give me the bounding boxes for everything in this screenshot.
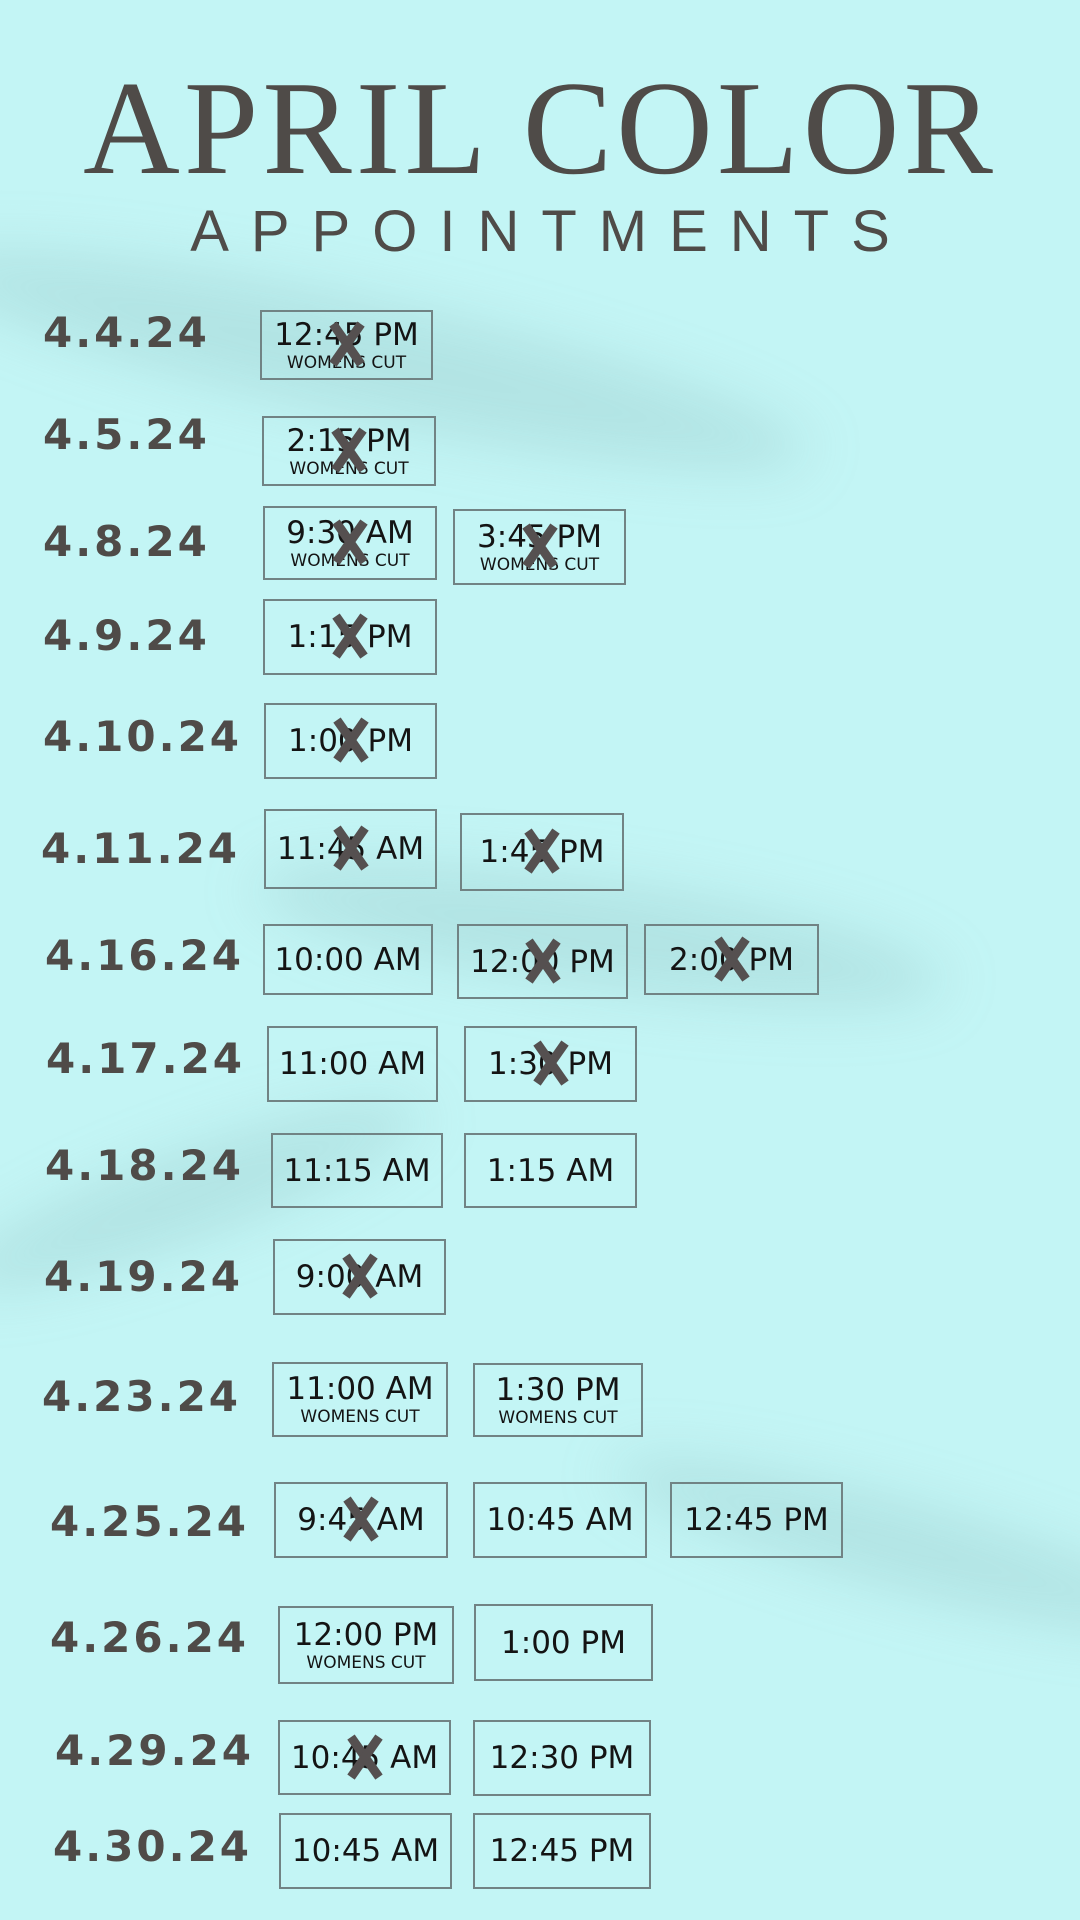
slot-time: 1:15 PM [287,619,413,655]
time-slot-booked[interactable]: 1:00 PM [264,703,437,779]
slot-time: 2:00 PM [669,941,794,978]
appointment-date: 4.8.24 [43,517,210,566]
appointment-date: 4.16.24 [45,931,245,980]
slot-time: 12:45 PM [274,316,419,353]
time-slot-available[interactable]: 1:15 AM [464,1133,637,1208]
time-slot-available[interactable]: 12:30 PM [473,1720,651,1796]
time-slot-booked[interactable]: 11:45 AM [264,809,437,889]
time-slot-booked[interactable]: 1:45 PM [460,813,624,891]
time-slot-available[interactable]: 11:15 AM [271,1133,443,1208]
slot-time: 10:45 AM [290,1739,439,1776]
time-slot-available[interactable]: 1:00 PM [474,1604,653,1681]
time-slot-available[interactable]: 1:30 PM WOMENS CUT [473,1363,643,1437]
slot-time: 11:00 AM [286,1371,434,1407]
slot-service: WOMENS CUT [306,1652,426,1673]
appointment-date: 4.19.24 [44,1252,244,1301]
slot-time: 10:00 AM [274,941,422,978]
appointment-date: 4.30.24 [53,1822,253,1871]
time-slot-available[interactable]: 11:00 AM WOMENS CUT [272,1362,448,1437]
slot-time: 2:15 PM [286,422,412,459]
time-slot-available[interactable]: 12:45 PM [473,1813,651,1889]
appointment-date: 4.9.24 [43,611,210,660]
slot-time: 1:30 PM [495,1371,621,1408]
time-slot-booked[interactable]: 1:30 PM [464,1026,637,1102]
appointment-date: 4.26.24 [50,1613,250,1662]
slot-time: 12:45 PM [489,1833,635,1869]
slot-time: 3:45 PM [477,518,602,555]
time-slot-booked[interactable]: 9:45 AM [274,1482,448,1558]
time-slot-available[interactable]: 11:00 AM [267,1026,438,1102]
slot-time: 1:00 PM [288,723,413,759]
slot-service: WOMENS CUT [286,352,407,373]
slot-service: WOMENS CUT [300,1407,420,1427]
slot-time: 11:45 AM [276,831,425,867]
slot-time: 12:00 PM [293,1616,439,1653]
time-slot-booked[interactable]: 9:30 AM WOMENS CUT [263,506,437,580]
page-title: APRIL COLOR [83,54,997,202]
time-slot-booked[interactable]: 3:45 PM WOMENS CUT [453,509,626,585]
slot-time: 10:45 AM [291,1833,440,1869]
appointment-date: 4.5.24 [43,410,210,459]
slot-service: WOMENS CUT [290,550,410,571]
slot-time: 9:00 AM [295,1259,424,1295]
time-slot-booked[interactable]: 9:00 AM [273,1239,446,1315]
slot-service: WOMENS CUT [289,458,409,479]
slot-time: 10:45 AM [486,1502,634,1538]
slot-time: 12:45 PM [684,1502,829,1538]
slot-time: 1:45 PM [479,834,605,870]
time-slot-available[interactable]: 12:00 PM WOMENS CUT [278,1606,454,1684]
slot-time: 11:00 AM [278,1046,427,1082]
appointment-date: 4.23.24 [42,1372,242,1421]
slot-service: WOMENS CUT [479,554,600,575]
appointment-date: 4.25.24 [50,1497,250,1546]
slot-time: 12:00 PM [470,943,615,980]
page-subtitle: APPOINTMENTS [190,199,912,264]
appointment-date: 4.17.24 [46,1034,246,1083]
slot-time: 9:45 AM [297,1502,425,1538]
time-slot-booked[interactable]: 10:45 AM [278,1720,451,1795]
time-slot-booked[interactable]: 2:15 PM WOMENS CUT [262,416,436,486]
appointment-date: 4.4.24 [43,308,210,357]
time-slot-available[interactable]: 10:45 AM [279,1813,452,1889]
appointment-date: 4.11.24 [41,824,241,873]
time-slot-available[interactable]: 12:45 PM [670,1482,843,1558]
time-slot-booked[interactable]: 12:00 PM [457,924,628,999]
slot-time: 9:30 AM [286,514,414,551]
time-slot-booked[interactable]: 2:00 PM [644,924,819,995]
slot-time: 1:15 AM [486,1152,615,1189]
appointment-date: 4.18.24 [45,1141,245,1190]
slot-time: 1:00 PM [501,1624,626,1661]
slot-time: 1:30 PM [488,1046,613,1082]
time-slot-available[interactable]: 10:00 AM [263,924,433,995]
appointment-date: 4.10.24 [43,712,243,761]
slot-service: WOMENS CUT [498,1407,618,1428]
time-slot-booked[interactable]: 12:45 PM WOMENS CUT [260,310,433,380]
appointment-date: 4.29.24 [55,1726,255,1775]
slot-time: 12:30 PM [489,1740,635,1776]
slot-time: 11:15 AM [283,1152,431,1189]
time-slot-booked[interactable]: 1:15 PM [263,599,437,675]
time-slot-available[interactable]: 10:45 AM [473,1482,647,1558]
